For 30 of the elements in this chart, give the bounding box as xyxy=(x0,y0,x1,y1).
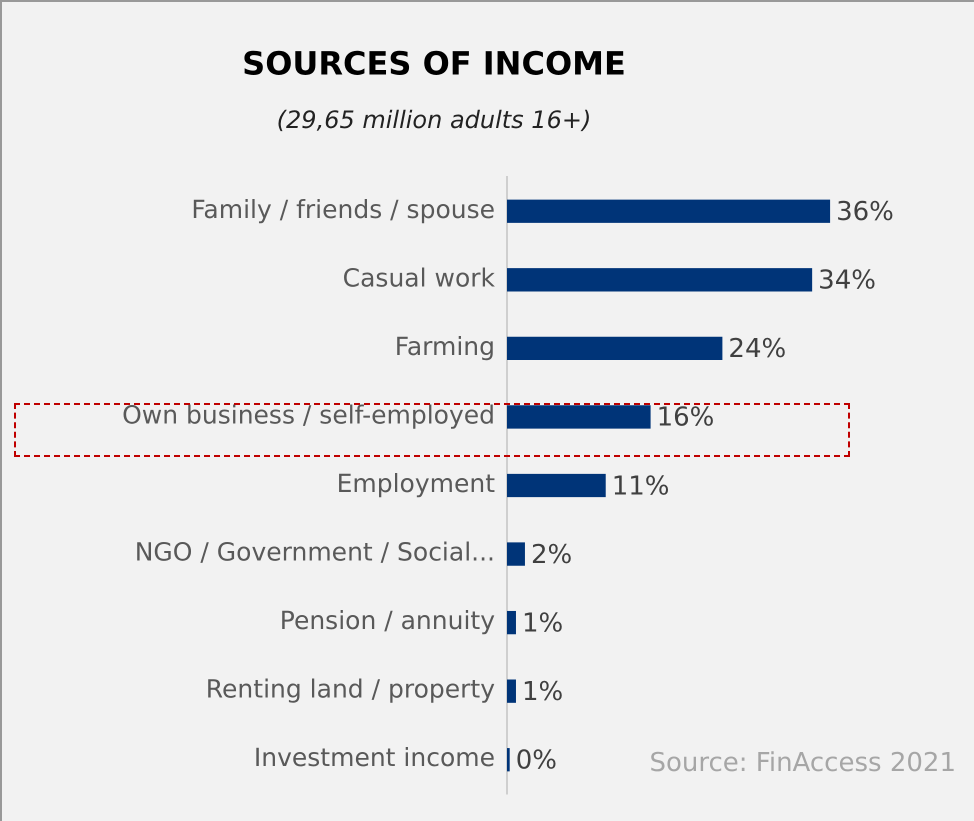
y-tick-label: NGO / Government / Social... xyxy=(134,538,495,567)
data-label: 11% xyxy=(612,471,670,502)
bar xyxy=(507,680,516,703)
y-tick-label: Own business / self-employed xyxy=(122,400,495,430)
y-tick-label: Casual work xyxy=(342,263,496,292)
bar xyxy=(507,542,525,566)
bar xyxy=(507,748,510,772)
bar xyxy=(507,268,812,292)
data-label: 24% xyxy=(728,334,786,364)
data-label: 0% xyxy=(516,745,557,776)
annotation: Source: FinAccess 2021 xyxy=(649,748,956,778)
chart-title: SOURCES OF INCOME xyxy=(242,44,626,82)
bar xyxy=(507,610,516,634)
bar xyxy=(507,336,722,360)
data-label: 2% xyxy=(530,540,572,570)
bar xyxy=(507,474,606,498)
y-tick-label: Family / friends / spouse xyxy=(191,194,495,224)
data-label: 16% xyxy=(656,402,714,433)
data-label: 1% xyxy=(522,608,564,638)
y-tick-label: Pension / annuity xyxy=(280,606,496,636)
data-label: 1% xyxy=(522,676,564,707)
y-tick-label: Investment income xyxy=(254,743,495,772)
data-label: 36% xyxy=(836,197,894,228)
bar xyxy=(507,200,830,223)
chart-subtitle: (29,65 million adults 16+) xyxy=(276,106,592,134)
y-tick-label: Employment xyxy=(336,469,496,498)
data-label: 34% xyxy=(818,266,876,296)
bar xyxy=(507,405,651,429)
y-tick-label: Farming xyxy=(394,332,495,361)
y-tick-label: Renting land / property xyxy=(206,674,496,704)
